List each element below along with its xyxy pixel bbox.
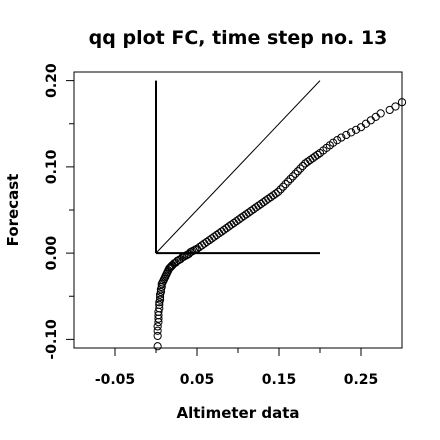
data-point bbox=[242, 210, 251, 219]
data-point bbox=[269, 191, 278, 200]
plot-frame bbox=[73, 71, 403, 349]
data-point bbox=[229, 218, 238, 228]
x-tick-label: 0.05 bbox=[180, 372, 215, 388]
data-point bbox=[333, 136, 342, 145]
data-point bbox=[256, 199, 266, 209]
data-point bbox=[283, 177, 293, 186]
data-point bbox=[371, 112, 380, 121]
data-point bbox=[197, 241, 207, 250]
x-tick-label: -0.05 bbox=[95, 372, 135, 388]
x-tick-label: 0.15 bbox=[262, 372, 297, 388]
y-tick-label: 0.20 bbox=[44, 63, 60, 98]
data-point bbox=[156, 287, 166, 297]
data-point bbox=[191, 245, 200, 254]
data-point bbox=[251, 203, 261, 212]
data-point bbox=[303, 157, 312, 166]
data-point bbox=[266, 192, 275, 202]
x-axis-title: Altimeter data bbox=[177, 404, 300, 422]
data-point bbox=[153, 331, 162, 341]
data-point bbox=[254, 201, 263, 210]
data-point bbox=[156, 295, 165, 304]
data-point bbox=[306, 155, 315, 165]
data-point bbox=[156, 293, 165, 302]
data-point bbox=[279, 182, 288, 191]
data-point bbox=[391, 102, 400, 111]
data-point bbox=[310, 152, 320, 161]
data-point bbox=[361, 119, 371, 128]
data-point bbox=[397, 98, 407, 107]
data-point bbox=[227, 220, 236, 229]
data-point bbox=[274, 187, 283, 196]
data-point bbox=[271, 189, 280, 198]
reference-line-identity bbox=[155, 80, 321, 254]
data-point bbox=[165, 263, 175, 272]
data-point bbox=[376, 109, 385, 118]
data-point bbox=[259, 198, 268, 207]
data-point bbox=[296, 164, 305, 173]
y-axis-title: Forecast bbox=[4, 174, 22, 247]
y-tick-label: 0.00 bbox=[44, 236, 60, 271]
data-point bbox=[153, 322, 162, 331]
data-points bbox=[153, 98, 407, 351]
data-point bbox=[261, 196, 270, 205]
data-point bbox=[281, 180, 290, 189]
y-tick-label: 0.10 bbox=[44, 149, 60, 184]
data-point bbox=[308, 154, 317, 163]
y-tick-label: -0.10 bbox=[44, 319, 60, 360]
reference-lines bbox=[155, 80, 321, 255]
data-point bbox=[276, 185, 285, 194]
data-point bbox=[239, 211, 248, 221]
data-point bbox=[291, 169, 300, 178]
data-point bbox=[288, 172, 298, 181]
data-point bbox=[224, 222, 234, 231]
data-point bbox=[155, 304, 164, 313]
data-point bbox=[215, 229, 224, 238]
data-point bbox=[200, 239, 209, 248]
data-point bbox=[237, 213, 246, 222]
data-point bbox=[293, 167, 302, 176]
data-point bbox=[153, 326, 162, 335]
data-point bbox=[232, 217, 241, 226]
data-point bbox=[286, 174, 295, 184]
data-point bbox=[153, 342, 162, 351]
y-axis: -0.10 0.00 0.10 0.20 bbox=[44, 63, 74, 360]
data-point bbox=[366, 116, 375, 125]
data-point bbox=[329, 138, 338, 147]
data-point bbox=[155, 300, 164, 309]
data-point bbox=[219, 225, 229, 234]
data-point bbox=[264, 194, 273, 203]
data-point bbox=[342, 130, 351, 140]
data-point bbox=[212, 230, 221, 240]
data-point bbox=[347, 128, 356, 137]
data-point bbox=[207, 234, 216, 243]
data-point bbox=[210, 232, 219, 241]
data-point bbox=[247, 206, 256, 215]
data-point bbox=[234, 215, 243, 224]
data-point bbox=[217, 227, 226, 236]
data-point bbox=[195, 242, 204, 252]
data-point bbox=[351, 125, 361, 134]
data-point bbox=[222, 224, 231, 233]
x-tick-label: 0.25 bbox=[344, 372, 379, 388]
data-point bbox=[157, 282, 166, 291]
data-point bbox=[244, 208, 253, 217]
data-point bbox=[337, 133, 346, 142]
data-point bbox=[298, 161, 307, 171]
x-axis: -0.05 0.05 0.15 0.25 bbox=[95, 348, 378, 388]
data-point bbox=[205, 236, 214, 245]
data-point bbox=[313, 150, 322, 159]
data-point bbox=[202, 237, 211, 247]
chart-title: qq plot FC, time step no. 13 bbox=[89, 27, 388, 49]
data-point bbox=[249, 205, 258, 214]
